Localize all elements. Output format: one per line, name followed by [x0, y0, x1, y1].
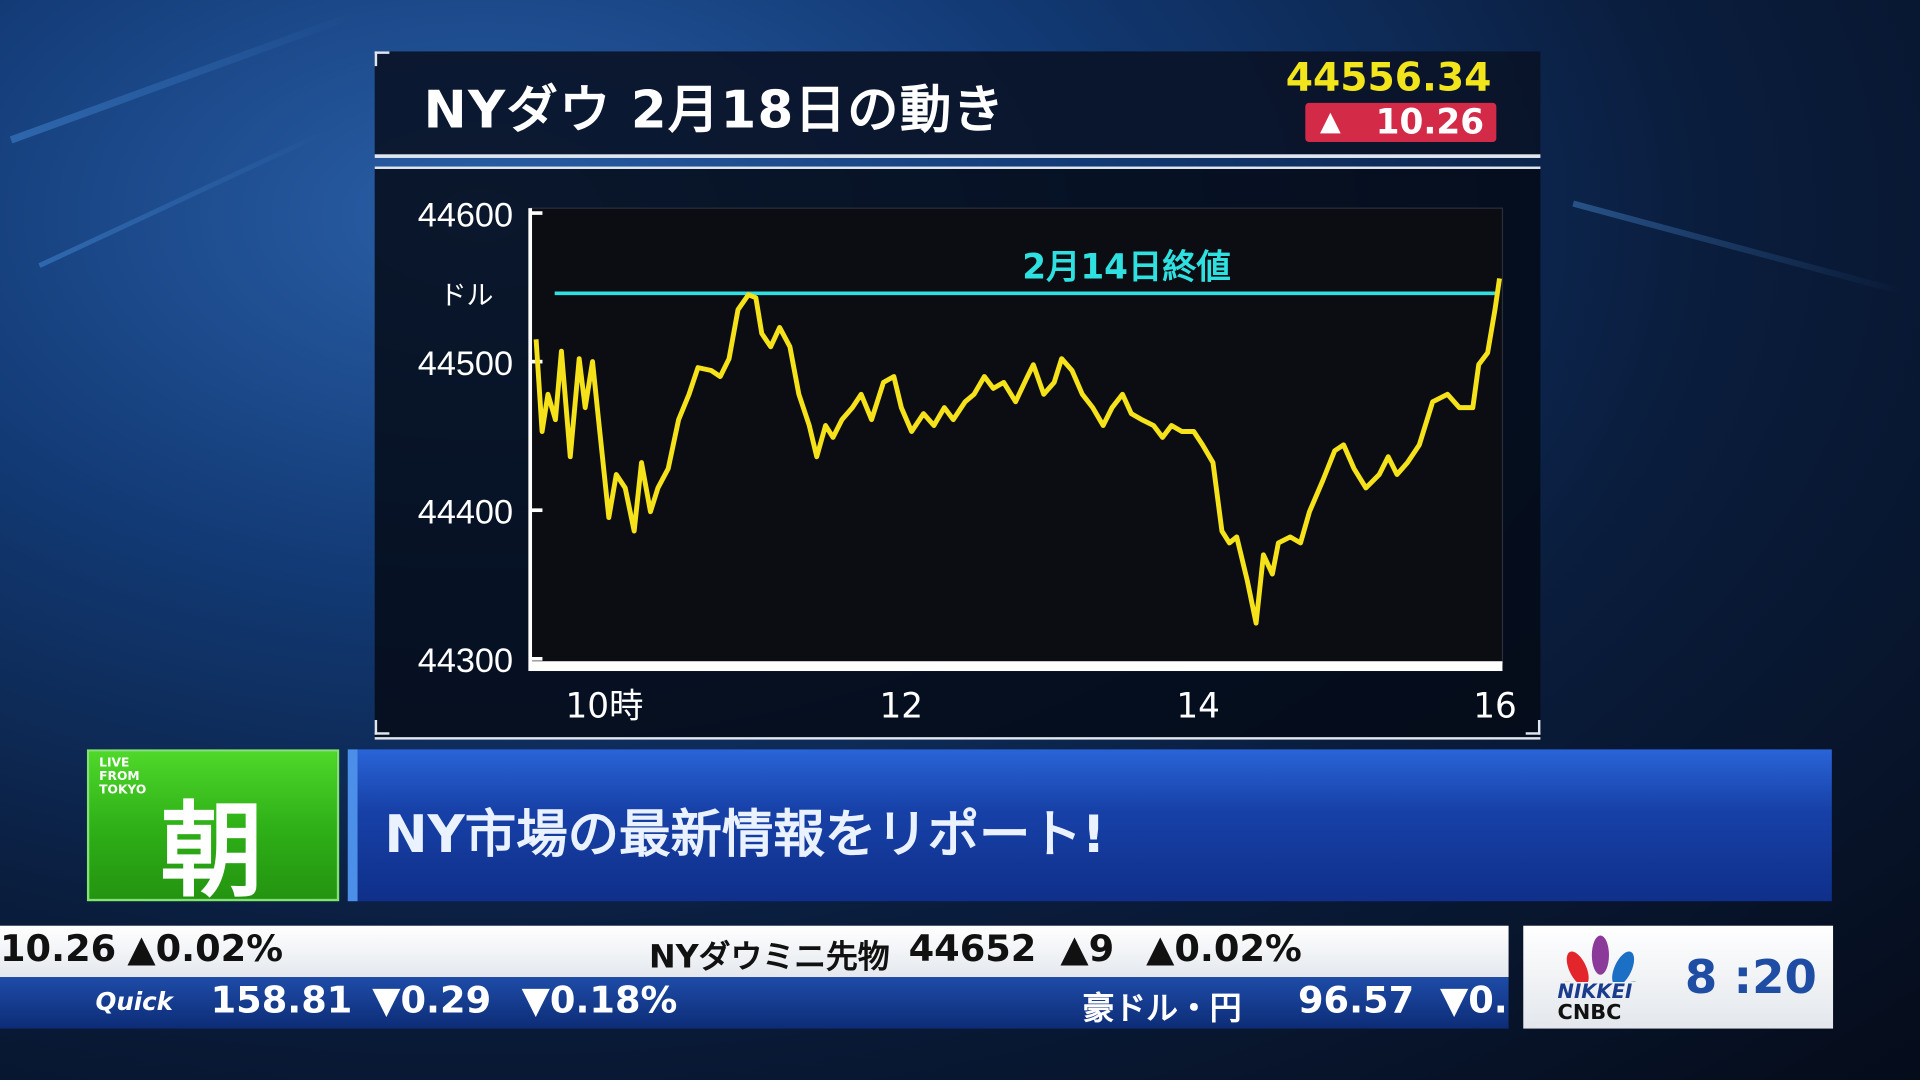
reference-line-label: 2月14日終値 [1022, 248, 1231, 288]
cnbc-text: CNBC [1557, 1000, 1622, 1025]
y-tick-label: 44500 [418, 345, 513, 383]
chart-title: NYダウ 2月18日の動き [423, 79, 1006, 140]
background-decoration [38, 128, 329, 268]
live-text: LIVE [99, 756, 130, 771]
x-tick-label: 10時 [565, 687, 643, 727]
peacock-logo-icon [1560, 935, 1641, 983]
x-axis [530, 661, 1503, 672]
show-name: 朝 [160, 791, 264, 912]
tokyo-text: TOKYO [99, 783, 147, 798]
ticker-change-2: ▼0. [1440, 979, 1508, 1023]
headline-banner: NY市場の最新情報をリポート! [347, 749, 1832, 902]
ticker-name: NYダウミニ先物 [648, 939, 890, 976]
line-chart: 44600 44500 44400 44300 ドル 10時 12 14 16 2月14日終値 [418, 197, 1517, 727]
frame-corner [1525, 720, 1541, 735]
frame-corner [374, 720, 390, 735]
change-value: 10.26 [1375, 101, 1485, 143]
current-price: 44556.34 [1285, 53, 1492, 101]
ticker-partial-pct: ▲0.02% [127, 928, 284, 972]
chart-panel: NYダウ 2月18日の動き 44556.34 ▲ 10.26 44600 4450… [374, 51, 1541, 740]
ticker-pct: ▲0.02% [1146, 928, 1302, 972]
ticker-partial-value: 10.26 [0, 928, 117, 972]
show-logo: LIVE FROM TOKYO 朝 [86, 749, 340, 911]
from-text: FROM [99, 770, 140, 784]
title-bar: NYダウ 2月18日の動き 44556.34 ▲ 10.26 [374, 51, 1541, 158]
ticker-value-2: 96.57 [1297, 979, 1415, 1023]
nikkei-text: NIKKEI [1557, 979, 1633, 1003]
ticker-change: ▲9 [1060, 928, 1115, 972]
x-tick-label: 14 [1176, 687, 1220, 727]
y-tick-label: 44300 [418, 642, 513, 680]
headline-text: NY市場の最新情報をリポート! [384, 804, 1106, 865]
y-tick-label: 44400 [418, 494, 513, 532]
quick-logo: Quick [95, 986, 173, 1017]
background-decoration [9, 10, 358, 144]
ticker-change: ▼0.29 [372, 979, 492, 1023]
x-tick-label: 12 [879, 687, 923, 727]
x-tick-label: 16 [1473, 687, 1517, 727]
y-tick-label: 44600 [418, 197, 513, 235]
clock: 8 :20 [1684, 950, 1817, 1005]
ticker-top: 10.26 ▲0.02% NYダウミニ先物 44652 ▲9 ▲0.02% [0, 925, 1509, 978]
y-axis-unit: ドル [440, 280, 494, 311]
frame-corner [374, 51, 390, 67]
ticker-pct: ▼0.18% [521, 979, 678, 1023]
live-from-tokyo: LIVE FROM TOKYO [99, 757, 146, 797]
up-arrow-icon: ▲ [1320, 106, 1341, 138]
ticker-value: 44652 [908, 928, 1037, 972]
ticker-value: 158.81 [210, 979, 353, 1023]
ticker-bottom: Quick 158.81 ▼0.29 ▼0.18% 豪ドル・円 96.57 ▼0… [0, 977, 1509, 1029]
change-badge: ▲ 10.26 [1305, 101, 1497, 143]
channel-logo-clock: NIKKEI CNBC 8 :20 [1523, 925, 1834, 1029]
chart-area: 44600 44500 44400 44300 ドル 10時 12 14 16 2月14日終値 [374, 166, 1541, 740]
background-decoration [1572, 200, 1906, 296]
ticker-name: 豪ドル・円 [1082, 990, 1242, 1028]
plot-background [529, 207, 1504, 665]
